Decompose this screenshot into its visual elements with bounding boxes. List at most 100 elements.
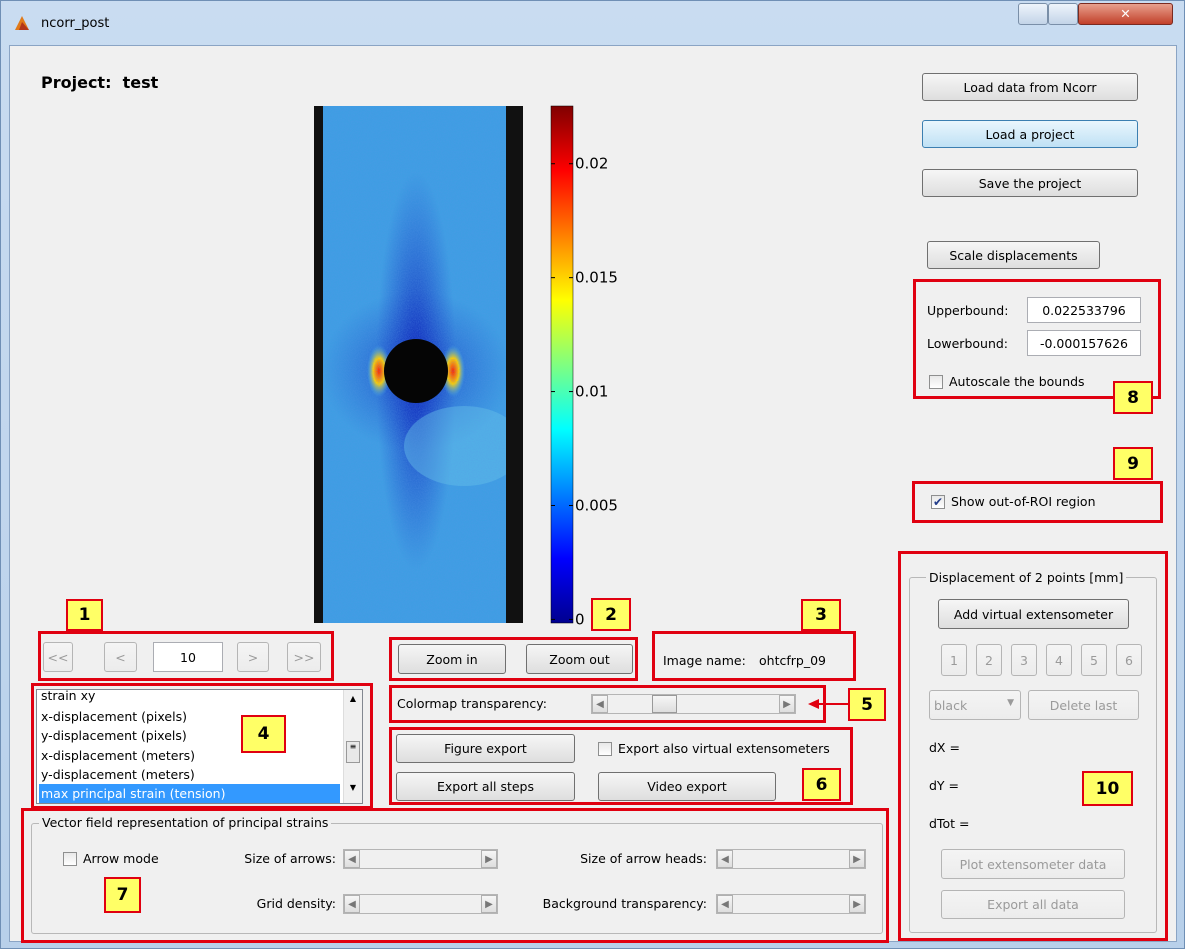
- autoscale-checkbox[interactable]: [929, 375, 943, 389]
- plot-extensometer-button[interactable]: Plot extensometer data: [941, 849, 1125, 879]
- slider-arrow[interactable]: ▶: [779, 695, 795, 713]
- colorbar-tick-label: 0: [575, 610, 585, 628]
- delete-last-button[interactable]: Delete last: [1028, 690, 1139, 720]
- background-transparency-slider[interactable]: ◀▶: [716, 894, 866, 914]
- next-frame-button[interactable]: >: [237, 642, 269, 672]
- size-arrows-slider[interactable]: ◀▶: [343, 849, 498, 869]
- dropdown-arrow: ▼: [1007, 698, 1014, 708]
- size-heads-slider[interactable]: ◀▶: [716, 849, 866, 869]
- window-title: ncorr_post: [41, 16, 109, 31]
- dropdown-value: black: [934, 698, 967, 713]
- annotation-arrow: [806, 695, 851, 713]
- export-also-checkbox[interactable]: [598, 742, 612, 756]
- frame-input[interactable]: 10: [153, 642, 223, 672]
- first-frame-button[interactable]: <<: [43, 642, 73, 672]
- export-also-label: Export also virtual extensometers: [618, 741, 830, 756]
- annotation-tag: 6: [802, 768, 841, 801]
- extensometer-number-button[interactable]: 1: [941, 644, 967, 676]
- annotation-tag: 3: [801, 599, 841, 631]
- zoom-in-button[interactable]: Zoom in: [398, 644, 506, 674]
- arrow-mode-label: Arrow mode: [83, 851, 159, 866]
- grid-density-slider[interactable]: ◀▶: [343, 894, 498, 914]
- colorbar-tick-label: 0.02: [575, 155, 608, 173]
- list-item[interactable]: y-displacement (pixels): [39, 726, 340, 745]
- annotation-tag: 4: [241, 715, 286, 753]
- extensometer-number-button[interactable]: 4: [1046, 644, 1072, 676]
- group-title: Vector field representation of principal…: [39, 815, 331, 830]
- save-project-button[interactable]: Save the project: [922, 169, 1138, 197]
- list-item[interactable]: x-displacement (meters): [39, 746, 340, 765]
- annotation-tag: 8: [1113, 381, 1153, 414]
- app-icon: [13, 14, 31, 32]
- slider-arrow[interactable]: ◀: [592, 695, 608, 713]
- strain-image: [314, 106, 523, 623]
- slider-arrow[interactable]: ◀: [344, 850, 360, 868]
- close-button[interactable]: ✕: [1078, 3, 1173, 25]
- list-item[interactable]: y-displacement (meters): [39, 765, 340, 784]
- list-item-selected[interactable]: max principal strain (tension): [39, 784, 340, 803]
- autoscale-label: Autoscale the bounds: [949, 374, 1085, 389]
- list-item[interactable]: x-displacement (pixels): [39, 707, 340, 726]
- dtot-label: dTot =: [929, 816, 969, 831]
- export-all-data-button[interactable]: Export all data: [941, 890, 1125, 919]
- export-all-steps-button[interactable]: Export all steps: [396, 772, 575, 801]
- figure-export-button[interactable]: Figure export: [396, 734, 575, 763]
- maximize-button[interactable]: [1048, 3, 1078, 25]
- vector-group: [31, 823, 883, 934]
- add-extensometer-button[interactable]: Add virtual extensometer: [938, 599, 1129, 629]
- annotation-tag: 5: [848, 688, 886, 721]
- window: ncorr_post ✕ Project: test 00.0050.010.0…: [0, 0, 1185, 949]
- extensometer-group: [909, 577, 1157, 933]
- colorbar-gradient: [551, 106, 573, 623]
- annotation-tag: 2: [591, 598, 631, 631]
- extensometer-number-button[interactable]: 6: [1116, 644, 1142, 676]
- background-transparency-label: Background transparency:: [543, 896, 707, 911]
- slider-arrow[interactable]: ◀: [344, 895, 360, 913]
- scrollbar[interactable]: ▲≡▼: [343, 690, 362, 803]
- listbox: strain xy x-displacement (pixels) y-disp…: [36, 689, 363, 804]
- zoom-out-button[interactable]: Zoom out: [526, 644, 633, 674]
- annotation-tag: 1: [66, 599, 103, 631]
- colormap-label: Colormap transparency:: [397, 696, 547, 711]
- upperbound-label: Upperbound:: [927, 303, 1008, 318]
- extensometer-number-button[interactable]: 5: [1081, 644, 1107, 676]
- upperbound-input[interactable]: 0.022533796: [1027, 297, 1141, 323]
- dx-label: dX =: [929, 740, 960, 755]
- last-frame-button[interactable]: >>: [287, 642, 321, 672]
- image-name-label: Image name:: [663, 653, 746, 668]
- annotation-tag: 7: [104, 877, 141, 913]
- previous-frame-button[interactable]: <: [104, 642, 137, 672]
- annotation-tag: 10: [1082, 771, 1133, 806]
- roi-checkbox[interactable]: ✔: [931, 495, 945, 509]
- size-arrows-label: Size of arrows:: [244, 851, 336, 866]
- image-name: ohtcfrp_09: [759, 653, 826, 668]
- arrow-mode-checkbox[interactable]: [63, 852, 77, 866]
- lowerbound-input[interactable]: -0.000157626: [1027, 330, 1141, 356]
- load-project-button[interactable]: Load a project: [922, 120, 1138, 148]
- slider-arrow[interactable]: ▶: [849, 850, 865, 868]
- list-item[interactable]: strain xy: [39, 689, 340, 705]
- slider-arrow[interactable]: ▶: [849, 895, 865, 913]
- slider-arrow[interactable]: ▶: [481, 895, 497, 913]
- extensometer-number-button[interactable]: 3: [1011, 644, 1037, 676]
- slider-arrow[interactable]: ◀: [717, 895, 733, 913]
- extensometer-number-button[interactable]: 2: [976, 644, 1002, 676]
- slider-arrow[interactable]: ▶: [481, 850, 497, 868]
- minimize-button[interactable]: [1018, 3, 1048, 25]
- project-label: Project: test: [41, 73, 158, 92]
- dy-label: dY =: [929, 778, 959, 793]
- group-title: Displacement of 2 points [mm]: [926, 570, 1126, 585]
- scale-button[interactable]: Scale displacements: [927, 241, 1100, 269]
- size-heads-label: Size of arrow heads:: [580, 851, 707, 866]
- colormap-slider[interactable]: ◀▶: [591, 694, 796, 714]
- load-data-button[interactable]: Load data from Ncorr: [922, 73, 1138, 101]
- color-dropdown[interactable]: black ▼: [929, 690, 1021, 720]
- colorbar-tick-label: 0.005: [575, 496, 618, 514]
- annotation-tag: 9: [1113, 447, 1153, 480]
- slider-arrow[interactable]: ◀: [717, 850, 733, 868]
- slider-thumb[interactable]: [652, 695, 677, 713]
- grid-density-label: Grid density:: [257, 896, 336, 911]
- video-export-button[interactable]: Video export: [598, 772, 776, 801]
- page: {"window":{"title":"ncorr_post"}, "proje…: [0, 0, 1185, 949]
